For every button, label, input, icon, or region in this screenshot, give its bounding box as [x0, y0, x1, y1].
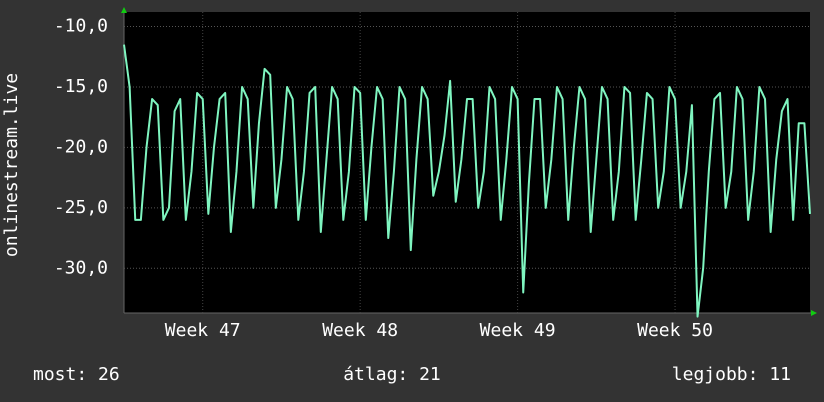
footer-text: átlag: 21	[343, 364, 441, 385]
x-tick-label: Week 47	[165, 320, 241, 341]
footer-text: legjobb: 11	[672, 364, 791, 385]
y-arrow	[121, 7, 127, 13]
footer-text: most: 26	[33, 364, 120, 385]
y-tick-label: -30,0	[54, 257, 108, 278]
x-tick-label: Week 48	[322, 320, 398, 341]
y-tick-label: -20,0	[54, 136, 108, 157]
y-tick-label: -25,0	[54, 197, 108, 218]
x-tick-label: Week 49	[480, 320, 556, 341]
data-line	[123, 44, 811, 318]
y-tick-label: -15,0	[54, 76, 108, 97]
y-axis-label: onlinestream.live	[1, 73, 22, 257]
y-tick-label: -10,0	[54, 16, 108, 37]
x-tick-label: Week 50	[637, 320, 713, 341]
x-arrow	[811, 310, 817, 316]
